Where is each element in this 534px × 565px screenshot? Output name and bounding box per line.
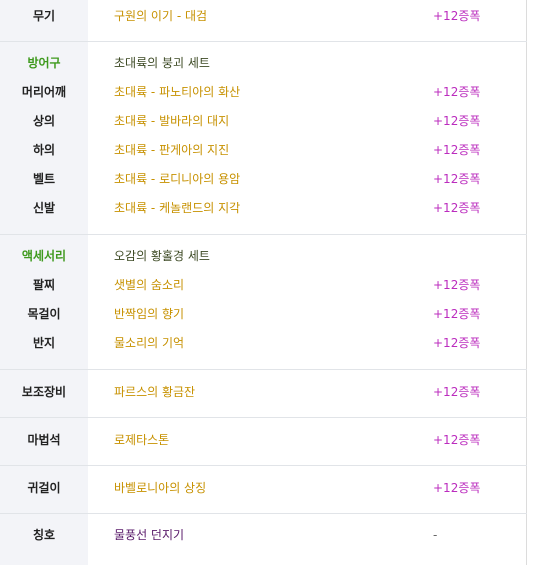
- reinforce-value: +12증폭: [433, 201, 481, 215]
- item-name[interactable]: 초대륙 - 케놀랜드의 지각: [114, 201, 241, 215]
- reinforce-value: +12증폭: [433, 172, 481, 186]
- slot-label: 팔찌: [32, 278, 56, 292]
- armor-row-belt: 벨트 초대륙 - 로디니아의 용암 +12증폭: [0, 169, 527, 189]
- magic-stone-section: 마법석 로제타스톤 +12증폭: [0, 418, 527, 466]
- label-column: [0, 514, 88, 565]
- category-label-accessory: 액세서리: [21, 249, 67, 263]
- item-name[interactable]: 초대륙 - 파노티아의 화산: [114, 85, 241, 99]
- reinforce-value: +12증폭: [433, 114, 481, 128]
- reinforce-value-title: -: [433, 528, 438, 542]
- slot-label-earring: 귀걸이: [27, 481, 61, 495]
- item-name[interactable]: 초대륙 - 로디니아의 용암: [114, 172, 241, 186]
- slot-label-weapon: 무기: [32, 9, 56, 23]
- armor-row-shoulder: 머리어깨 초대륙 - 파노티아의 화산 +12증폭: [0, 82, 527, 102]
- sub-equipment-section: 보조장비 파르스의 황금잔 +12증폭: [0, 370, 527, 418]
- reinforce-value: +12증폭: [433, 336, 481, 350]
- accessory-row-necklace: 목걸이 반짝임의 향기 +12증폭: [0, 304, 527, 324]
- slot-label: 벨트: [32, 172, 56, 186]
- reinforce-value: +12증폭: [433, 85, 481, 99]
- slot-label: 상의: [32, 114, 56, 128]
- slot-label: 하의: [32, 143, 56, 157]
- item-name-earring[interactable]: 바벨로니아의 상징: [114, 481, 207, 495]
- item-name[interactable]: 초대륙 - 발바라의 대지: [114, 114, 230, 128]
- title-section: 칭호 물풍선 던지기 -: [0, 514, 527, 565]
- item-name-title[interactable]: 물풍선 던지기: [114, 528, 185, 542]
- item-name-sub-equipment[interactable]: 파르스의 황금잔: [114, 385, 196, 399]
- sub-equipment-row: 보조장비 파르스의 황금잔 +12증폭: [0, 382, 527, 402]
- earring-section: 귀걸이 바벨로니아의 상징 +12증폭: [0, 466, 527, 514]
- label-column: [0, 42, 88, 234]
- armor-row-bottom: 하의 초대륙 - 판게아의 지진 +12증폭: [0, 140, 527, 160]
- slot-label: 머리어깨: [21, 85, 67, 99]
- set-name-armor[interactable]: 초대륙의 붕괴 세트: [114, 56, 210, 70]
- armor-section: 방어구 초대륙의 붕괴 세트 머리어깨 초대륙 - 파노티아의 화산 +12증폭…: [0, 42, 527, 235]
- earring-row: 귀걸이 바벨로니아의 상징 +12증폭: [0, 478, 527, 498]
- label-column: [0, 418, 88, 465]
- slot-label-magic-stone: 마법석: [27, 433, 61, 447]
- item-name-magic-stone[interactable]: 로제타스톤: [114, 433, 170, 447]
- item-name[interactable]: 초대륙 - 판게아의 지진: [114, 143, 230, 157]
- slot-label: 반지: [32, 336, 56, 350]
- set-name-accessory[interactable]: 오감의 황홀경 세트: [114, 249, 210, 263]
- item-name[interactable]: 반짝임의 향기: [114, 307, 185, 321]
- title-row: 칭호 물풍선 던지기 -: [0, 525, 527, 545]
- accessory-section: 액세서리 오감의 황홀경 세트 팔찌 샛별의 숨소리 +12증폭 목걸이 반짝임…: [0, 235, 527, 370]
- accessory-header-row: 액세서리 오감의 황홀경 세트: [0, 246, 527, 266]
- item-name[interactable]: 샛별의 숨소리: [114, 278, 185, 292]
- weapon-section: 무기 구원의 이기 - 대검 +12증폭: [0, 0, 527, 42]
- slot-label: 신발: [32, 201, 56, 215]
- slot-label: 목걸이: [27, 307, 61, 321]
- reinforce-value-earring: +12증폭: [433, 481, 481, 495]
- reinforce-value: +12증폭: [433, 143, 481, 157]
- label-column: [0, 235, 88, 369]
- reinforce-value-magic-stone: +12증폭: [433, 433, 481, 447]
- reinforce-value: +12증폭: [433, 307, 481, 321]
- reinforce-value: +12증폭: [433, 278, 481, 292]
- item-name[interactable]: 물소리의 기억: [114, 336, 185, 350]
- armor-row-shoes: 신발 초대륙 - 케놀랜드의 지각 +12증폭: [0, 198, 527, 218]
- magic-stone-row: 마법석 로제타스톤 +12증폭: [0, 430, 527, 450]
- label-column: [0, 370, 88, 417]
- reinforce-value-weapon: +12증폭: [433, 9, 481, 23]
- accessory-row-ring: 반지 물소리의 기억 +12증폭: [0, 333, 527, 353]
- item-name-weapon[interactable]: 구원의 이기 - 대검: [114, 9, 208, 23]
- weapon-row: 무기 구원의 이기 - 대검 +12증폭: [0, 6, 527, 26]
- label-column: [0, 0, 88, 41]
- reinforce-value-sub-equipment: +12증폭: [433, 385, 481, 399]
- armor-header-row: 방어구 초대륙의 붕괴 세트: [0, 53, 527, 73]
- armor-row-top: 상의 초대륙 - 발바라의 대지 +12증폭: [0, 111, 527, 131]
- slot-label-sub-equipment: 보조장비: [21, 385, 67, 399]
- accessory-row-bracelet: 팔찌 샛별의 숨소리 +12증폭: [0, 275, 527, 295]
- slot-label-title: 칭호: [32, 528, 56, 542]
- label-column: [0, 466, 88, 513]
- category-label-armor: 방어구: [27, 56, 61, 70]
